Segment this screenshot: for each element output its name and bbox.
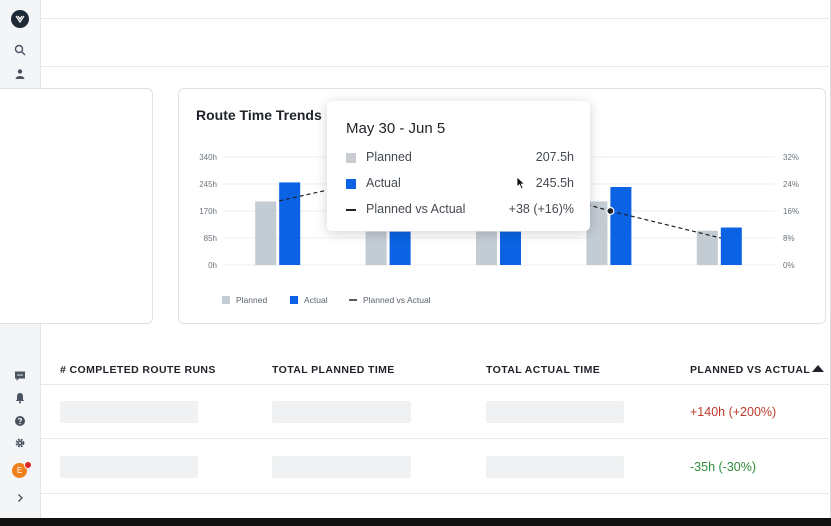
toolbar-divider <box>41 66 831 67</box>
y-axis-tick-label: 85h <box>204 234 217 243</box>
bar-actual <box>279 182 301 265</box>
y2-axis-tick-label: 16% <box>783 207 799 216</box>
gear-icon[interactable] <box>10 433 30 453</box>
chart-title: Route Time Trends <box>196 107 322 123</box>
planned-vs-actual-value: +140h (+200%) <box>690 405 777 419</box>
actual-swatch <box>346 179 356 189</box>
line-point-highlight <box>606 206 615 216</box>
header-divider <box>41 18 831 19</box>
loading-placeholder <box>60 401 198 423</box>
mouse-cursor-icon <box>516 176 526 190</box>
loading-placeholder <box>486 401 624 423</box>
loading-placeholder <box>486 456 624 478</box>
column-header-completed-route-runs[interactable]: # COMPLETED ROUTE RUNS <box>60 364 216 376</box>
line-planned-vs-actual <box>610 210 721 239</box>
column-header-total-planned-time[interactable]: TOTAL PLANNED TIME <box>272 364 395 376</box>
line-swatch <box>346 209 356 211</box>
tooltip-value: 245.5h <box>535 176 574 190</box>
column-header-total-actual-time[interactable]: TOTAL ACTUAL TIME <box>486 364 601 376</box>
table-header-divider <box>41 384 831 385</box>
bar-planned <box>255 201 277 265</box>
legend-label-actual: Actual <box>304 295 328 305</box>
y-axis-tick-label: 340h <box>199 153 217 162</box>
logo-icon[interactable] <box>11 10 29 28</box>
tooltip-label: Planned <box>366 150 412 164</box>
bar-actual <box>500 231 521 265</box>
users-icon[interactable] <box>10 64 30 84</box>
search-icon[interactable] <box>10 40 30 60</box>
legend-swatch-actual <box>290 296 298 304</box>
bar-planned <box>586 201 608 265</box>
notification-dot <box>24 461 32 469</box>
legend-swatch-planned <box>222 296 230 304</box>
planned-swatch <box>346 153 356 163</box>
route-time-chart: 340h 32% 245h 24% 170h 16% 85h 8% 0h 0% Planned Act… <box>199 153 799 305</box>
y-axis-tick-label: 0h <box>208 261 217 270</box>
bar-planned <box>476 231 497 265</box>
legend-label-planned-vs-actual: Planned vs Actual <box>363 295 431 305</box>
y2-axis-tick-label: 0% <box>783 261 795 270</box>
tooltip-label: Planned vs Actual <box>366 202 466 216</box>
tooltip-value: 207.5h <box>535 150 574 164</box>
y2-axis-tick-label: 8% <box>783 234 795 243</box>
screen-bottom-edge <box>0 518 831 526</box>
y-axis-tick-label: 170h <box>199 207 217 216</box>
bar-planned <box>365 231 387 265</box>
tooltip-value: +38 (+16)% <box>508 202 574 216</box>
tooltip-title: May 30 - Jun 5 <box>346 120 446 137</box>
sort-ascending-icon[interactable] <box>812 365 824 372</box>
row-divider <box>41 493 831 494</box>
loading-placeholder <box>60 456 198 478</box>
bar-actual <box>610 187 632 265</box>
chevron-right-icon[interactable] <box>10 488 30 508</box>
bar-actual <box>389 231 411 265</box>
avatar[interactable]: E <box>12 463 27 478</box>
y2-axis-tick-label: 24% <box>783 180 799 189</box>
y-axis-tick-label: 245h <box>199 180 217 189</box>
planned-vs-actual-value: -35h (-30%) <box>690 460 756 474</box>
bar-actual <box>720 227 742 265</box>
bell-icon[interactable] <box>10 388 30 408</box>
loading-placeholder <box>272 456 411 478</box>
line-planned-vs-actual <box>579 201 611 212</box>
chart-tooltip: May 30 - Jun 5 Planned 207.5h Actual 245… <box>327 101 590 231</box>
tooltip-row-planned: Planned 207.5h <box>346 150 574 166</box>
tooltip-row-planned-vs-actual: Planned vs Actual +38 (+16)% <box>346 202 574 218</box>
tooltip-row-actual: Actual 245.5h <box>346 176 574 192</box>
chat-icon[interactable] <box>10 366 30 386</box>
row-divider <box>41 438 831 439</box>
avatar-initial: E <box>16 466 23 475</box>
loading-placeholder <box>272 401 411 423</box>
summary-card <box>0 88 153 324</box>
bar-planned <box>696 230 718 265</box>
tooltip-label: Actual <box>366 176 401 190</box>
help-icon[interactable] <box>10 411 30 431</box>
y2-axis-tick-label: 32% <box>783 153 799 162</box>
column-header-planned-vs-actual[interactable]: PLANNED VS ACTUAL <box>690 364 811 376</box>
legend-label-planned: Planned <box>236 295 267 305</box>
